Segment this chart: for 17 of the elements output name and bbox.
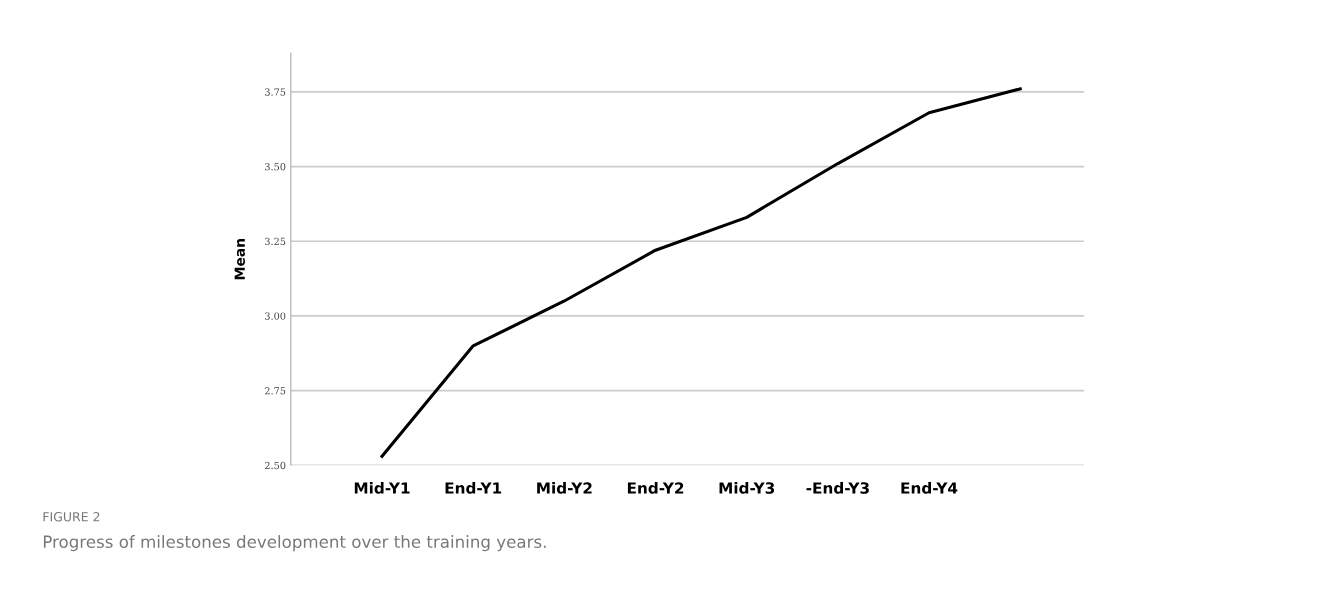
y-tick-label: 3.75 bbox=[265, 88, 286, 96]
y-tick-label: 2.50 bbox=[264, 461, 286, 470]
x-tick-label: -End-Y3 bbox=[806, 481, 869, 494]
x-tick-label: Mid-Y2 bbox=[537, 481, 592, 494]
y-tick-label: 3.50 bbox=[265, 163, 286, 171]
caption: FIGURE 2 bbox=[43, 511, 100, 522]
x-tick-label: End-Y4 bbox=[901, 481, 958, 494]
y-tick-label: 2.75 bbox=[264, 387, 286, 395]
text: Progress of milestones development over the training years. bbox=[43, 535, 546, 552]
x-tick-label: Mid-Y3 bbox=[719, 481, 775, 494]
x-tick-label: End-Y2 bbox=[627, 481, 684, 494]
x-tick-label: End-Y1 bbox=[445, 481, 502, 494]
y-axis-title: Mean bbox=[234, 239, 245, 280]
y-tick-label: 3.00 bbox=[265, 312, 286, 320]
line-series bbox=[380, 87, 1022, 458]
x-tick-label: Mid-Y1 bbox=[354, 481, 410, 494]
y-tick-label: 3.25 bbox=[265, 237, 286, 246]
